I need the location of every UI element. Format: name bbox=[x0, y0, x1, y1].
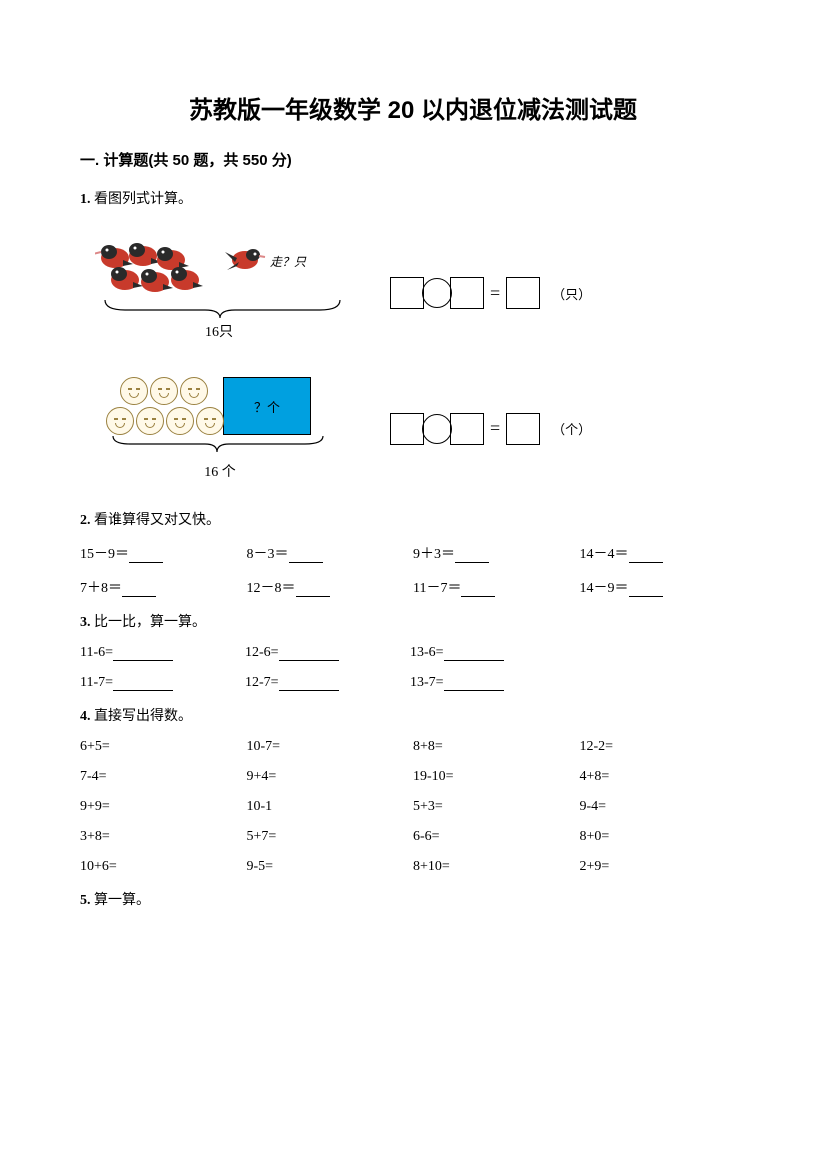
answer-blank[interactable] bbox=[629, 583, 663, 597]
q4-text: 直接写出得数。 bbox=[94, 709, 192, 724]
expr: 3+8= bbox=[80, 829, 247, 845]
answer-blank[interactable] bbox=[296, 583, 330, 597]
total-label-1: 16只 bbox=[205, 325, 233, 340]
expr: 4+8= bbox=[580, 769, 747, 785]
q3-text: 比一比，算一算。 bbox=[94, 615, 206, 630]
q5-label: 5. 算一算。 bbox=[80, 889, 746, 909]
q4-label: 4. 直接写出得数。 bbox=[80, 705, 746, 725]
worksheet-page: 苏教版一年级数学 20 以内退位减法测试题 一. 计算题(共 50 题，共 55… bbox=[0, 0, 826, 963]
result-box[interactable] bbox=[506, 413, 540, 445]
faces-figure: ？个 16 个 bbox=[80, 376, 360, 481]
equation-template-2: = （个） bbox=[390, 413, 591, 445]
expr: 8+0= bbox=[580, 829, 747, 845]
operator-circle[interactable] bbox=[422, 278, 452, 308]
q2-row-0: 15－9＝ 8－3＝ 9＋3＝ 14－4＝ bbox=[80, 543, 746, 563]
equation-template-1: = （只） bbox=[390, 277, 591, 309]
expr: 2+9= bbox=[580, 859, 747, 875]
expr: 5+3= bbox=[413, 799, 580, 815]
q4-row-0: 6+5= 10-7= 8+8= 12-2= bbox=[80, 739, 746, 755]
expr: 14－9＝ bbox=[580, 581, 629, 596]
expr: 10-1 bbox=[247, 799, 414, 815]
q1-figure2: ？个 16 个 = （个） bbox=[80, 376, 746, 481]
q2-label: 2. 看谁算得又对又快。 bbox=[80, 509, 746, 529]
expr: 6-6= bbox=[413, 829, 580, 845]
q3-row-1: 11-7= 12-7= 13-7= bbox=[80, 675, 746, 691]
expr: 9+9= bbox=[80, 799, 247, 815]
expr: 12-6= bbox=[245, 645, 279, 660]
answer-blank[interactable] bbox=[113, 647, 173, 661]
operand-box[interactable] bbox=[450, 277, 484, 309]
answer-blank[interactable] bbox=[113, 677, 173, 691]
q5-num: 5. bbox=[80, 893, 91, 908]
expr: 10-7= bbox=[247, 739, 414, 755]
answer-blank[interactable] bbox=[461, 583, 495, 597]
q1-label: 1. 看图列式计算。 bbox=[80, 188, 746, 208]
birds-figure: 走？只 16只 bbox=[80, 238, 360, 348]
q1-num: 1. bbox=[80, 192, 91, 207]
page-title: 苏教版一年级数学 20 以内退位减法测试题 bbox=[80, 90, 746, 125]
equals-sign: = bbox=[490, 283, 500, 304]
expr: 12-7= bbox=[245, 675, 279, 690]
answer-blank[interactable] bbox=[122, 583, 156, 597]
total-label-2: 16 个 bbox=[105, 461, 335, 481]
q4-num: 4. bbox=[80, 709, 91, 724]
expr: 5+7= bbox=[247, 829, 414, 845]
answer-blank[interactable] bbox=[629, 549, 663, 563]
operand-box[interactable] bbox=[390, 277, 424, 309]
answer-blank[interactable] bbox=[444, 647, 504, 661]
expr: 11-6= bbox=[80, 645, 113, 660]
expr: 7-4= bbox=[80, 769, 247, 785]
expr: 12-2= bbox=[580, 739, 747, 755]
q3-label: 3. 比一比，算一算。 bbox=[80, 611, 746, 631]
expr: 12－8＝ bbox=[247, 581, 296, 596]
q3-num: 3. bbox=[80, 615, 91, 630]
flyaway-label: 走？只 bbox=[270, 255, 307, 269]
hidden-label: ？个 bbox=[254, 397, 280, 416]
expr: 11－7＝ bbox=[413, 581, 461, 596]
q4-row-1: 7-4= 9+4= 19-10= 4+8= bbox=[80, 769, 746, 785]
expr: 19-10= bbox=[413, 769, 580, 785]
expr: 10+6= bbox=[80, 859, 247, 875]
equals-sign: = bbox=[490, 418, 500, 439]
answer-blank[interactable] bbox=[279, 677, 339, 691]
answer-blank[interactable] bbox=[279, 647, 339, 661]
q4-row-2: 9+9= 10-1 5+3= 9-4= bbox=[80, 799, 746, 815]
expr: 13-7= bbox=[410, 675, 444, 690]
expr: 13-6= bbox=[410, 645, 444, 660]
operator-circle[interactable] bbox=[422, 414, 452, 444]
answer-blank[interactable] bbox=[455, 549, 489, 563]
answer-blank[interactable] bbox=[129, 549, 163, 563]
expr: 14－4＝ bbox=[580, 547, 629, 562]
q2-num: 2. bbox=[80, 513, 91, 528]
q3-row-0: 11-6= 12-6= 13-6= bbox=[80, 645, 746, 661]
expr: 9-4= bbox=[580, 799, 747, 815]
expr: 7＋8＝ bbox=[80, 581, 122, 596]
answer-blank[interactable] bbox=[444, 677, 504, 691]
hidden-box: ？个 bbox=[223, 377, 311, 435]
expr: 9+4= bbox=[247, 769, 414, 785]
expr: 8+8= bbox=[413, 739, 580, 755]
expr: 11-7= bbox=[80, 675, 113, 690]
expr: 9-5= bbox=[247, 859, 414, 875]
q1-text: 看图列式计算。 bbox=[94, 192, 192, 207]
q4-row-3: 3+8= 5+7= 6-6= 8+0= bbox=[80, 829, 746, 845]
q2-text: 看谁算得又对又快。 bbox=[94, 513, 220, 528]
expr: 8+10= bbox=[413, 859, 580, 875]
answer-blank[interactable] bbox=[289, 549, 323, 563]
section-header: 一. 计算题(共 50 题，共 550 分) bbox=[80, 149, 746, 170]
q1-figure1: 走？只 16只 = （只） bbox=[80, 238, 746, 348]
expr: 6+5= bbox=[80, 739, 247, 755]
expr: 15－9＝ bbox=[80, 547, 129, 562]
unit-label-2: （个） bbox=[552, 419, 591, 438]
result-box[interactable] bbox=[506, 277, 540, 309]
expr: 9＋3＝ bbox=[413, 547, 455, 562]
q4-row-4: 10+6= 9-5= 8+10= 2+9= bbox=[80, 859, 746, 875]
q5-text: 算一算。 bbox=[94, 893, 150, 908]
operand-box[interactable] bbox=[390, 413, 424, 445]
q2-row-1: 7＋8＝ 12－8＝ 11－7＝ 14－9＝ bbox=[80, 577, 746, 597]
operand-box[interactable] bbox=[450, 413, 484, 445]
expr: 8－3＝ bbox=[247, 547, 289, 562]
unit-label-1: （只） bbox=[552, 284, 591, 303]
